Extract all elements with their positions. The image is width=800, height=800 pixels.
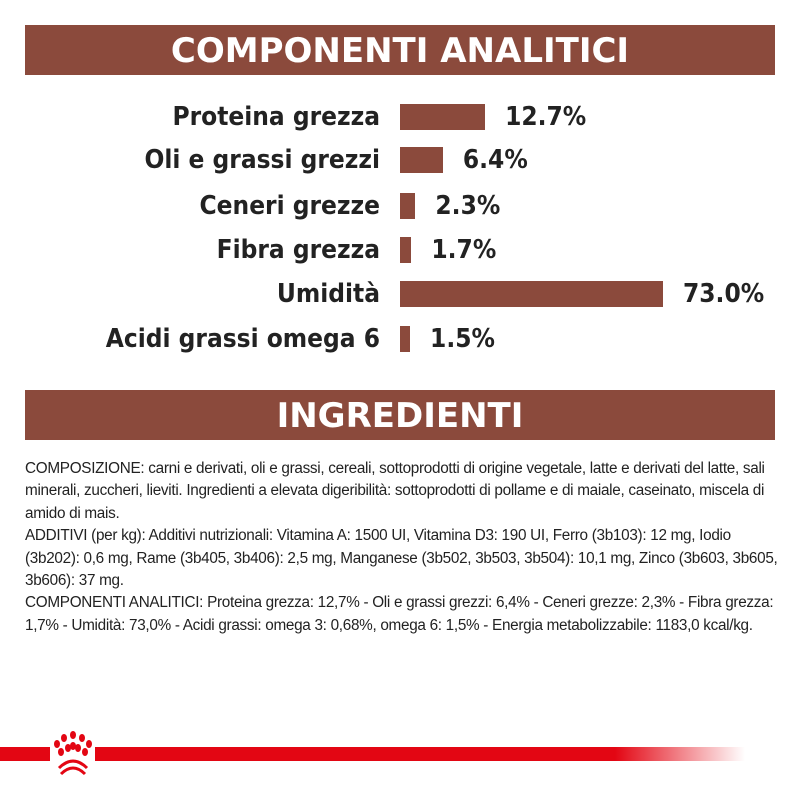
value-label: 73.0% [683, 279, 765, 309]
value-label: 1.7% [431, 235, 497, 265]
category-label: Acidi grassi omega 6 [105, 324, 380, 354]
category-label: Umidità [276, 279, 380, 309]
bar [400, 281, 663, 307]
value-label: 2.3% [435, 191, 501, 221]
crown-icon [54, 731, 92, 776]
bar [400, 104, 486, 130]
bar [400, 193, 416, 219]
composition-paragraph: COMPOSIZIONE: carni e derivati, oli e gr… [25, 460, 765, 522]
analytical-paragraph: COMPONENTI ANALITICI: Proteina grezza: 1… [25, 594, 774, 634]
chart-row: Acidi grassi omega 6 1.5% [0, 319, 800, 359]
category-label: Proteina grezza [172, 102, 380, 132]
chart-row: Fibra grezza 1.7% [0, 230, 800, 270]
additives-paragraph: ADDITIVI (per kg): Additivi nutrizionali… [25, 527, 778, 590]
value-label: 6.4% [462, 145, 528, 175]
bar [400, 237, 412, 263]
ingredients-header: INGREDIENTI [25, 390, 775, 440]
ingredients-text: COMPOSIZIONE: carni e derivati, oli e gr… [25, 458, 785, 637]
chart-row: Ceneri grezze 2.3% [0, 186, 800, 226]
brand-stripe-right [95, 747, 745, 761]
bar [400, 147, 443, 173]
chart-row: Umidità 73.0% [0, 274, 800, 314]
chart-row: Proteina grezza 12.7% [0, 97, 800, 137]
analytical-components-header: COMPONENTI ANALITICI [25, 25, 775, 75]
category-label: Fibra grezza [216, 235, 380, 265]
value-label: 1.5% [430, 324, 495, 354]
chart-row: Oli e grassi grezzi 6.4% [0, 140, 800, 180]
category-label: Oli e grassi grezzi [144, 145, 381, 175]
category-label: Ceneri grezze [199, 191, 381, 221]
brand-stripe-left [0, 747, 50, 761]
value-label: 12.7% [505, 102, 587, 132]
bar [400, 326, 411, 352]
